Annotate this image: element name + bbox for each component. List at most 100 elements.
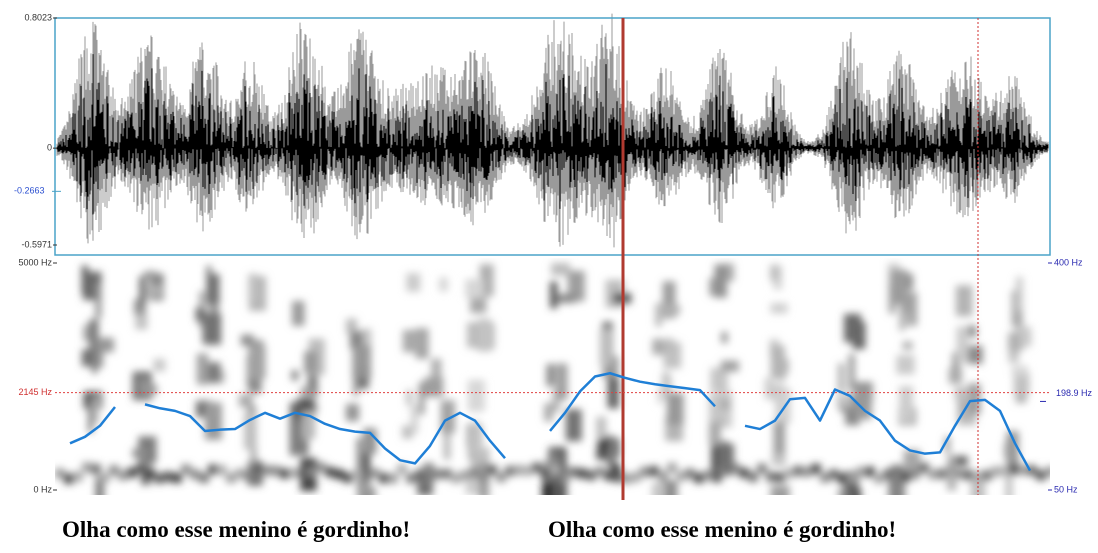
spectral-blob: [202, 314, 216, 345]
spectral-blob: [206, 274, 220, 304]
spectral-blob: [95, 283, 102, 318]
spectral-blob: [676, 471, 686, 482]
spectral-blob: [496, 472, 506, 483]
y-tick-label: 0: [47, 143, 52, 153]
spectral-blob: [919, 462, 929, 473]
spectral-blob: [956, 326, 969, 364]
spectral-blob: [343, 472, 353, 483]
spectral-blob: [334, 469, 344, 480]
spectral-blob: [721, 332, 728, 343]
y-tick-label: 0 Hz: [33, 484, 52, 494]
y-tick-label: -0.5971: [21, 239, 52, 249]
spectral-blob: [473, 420, 479, 452]
spectral-blob: [856, 466, 866, 477]
spectral-blob: [955, 285, 973, 317]
spectral-blob: [208, 291, 219, 329]
spectral-blob: [973, 471, 983, 482]
spectral-blob: [770, 485, 790, 495]
spectral-blob: [838, 473, 848, 484]
spectral-blob: [431, 358, 442, 390]
spectral-blob: [136, 463, 146, 474]
spectral-blob: [757, 463, 767, 474]
spectrogram-texture: [55, 263, 1050, 495]
spectral-blob: [469, 468, 479, 479]
spectral-blob: [694, 473, 704, 484]
spectral-blob: [244, 470, 254, 481]
spectral-blob: [721, 465, 731, 476]
spectral-blob: [361, 328, 372, 350]
spectral-blob: [967, 345, 983, 364]
spectral-blob: [207, 362, 221, 383]
spectral-blob: [144, 384, 158, 395]
spectral-blob: [146, 284, 162, 298]
spectral-blob: [944, 436, 951, 453]
spectral-blob: [254, 461, 263, 481]
spectral-blob: [362, 452, 371, 480]
spectral-blob: [770, 303, 788, 314]
spectral-blob: [478, 471, 488, 482]
spectral-blob: [838, 363, 845, 393]
spectral-blob: [451, 473, 461, 484]
spectral-blob: [280, 468, 290, 479]
spectral-blob: [132, 448, 148, 459]
spectral-blob: [710, 367, 728, 392]
spectral-blob: [567, 270, 585, 302]
spectral-blob: [442, 468, 452, 479]
spectral-blob: [145, 468, 155, 479]
spectral-blob: [238, 394, 253, 408]
spectral-blob: [770, 264, 780, 281]
spectral-blob: [820, 472, 830, 483]
spectral-blob: [546, 364, 555, 387]
spectral-blob: [551, 263, 571, 276]
spectral-blob: [664, 304, 681, 315]
spectral-blob: [523, 465, 533, 476]
spectral-blob: [711, 444, 720, 479]
spectral-blob: [262, 465, 272, 476]
spectral-blob: [443, 431, 451, 460]
spectral-blob: [349, 331, 363, 349]
spectral-blob: [95, 476, 104, 495]
spectral-blob: [843, 313, 862, 343]
spectral-blob: [640, 466, 650, 477]
spectral-blob: [655, 303, 663, 327]
spectral-blob: [388, 473, 398, 484]
y2-tick-label: 400 Hz: [1054, 257, 1083, 267]
spectral-blob: [139, 276, 146, 304]
spectral-blob: [302, 411, 315, 440]
spectral-blob: [81, 349, 92, 367]
spectral-blob: [1008, 331, 1021, 352]
spectral-blob: [559, 473, 569, 484]
spectral-blob: [144, 271, 157, 280]
spectral-blob: [955, 456, 968, 466]
spectral-blob: [361, 471, 371, 482]
spectral-blob: [93, 396, 99, 424]
spectral-blob: [1018, 465, 1028, 476]
spectral-blob: [352, 469, 362, 480]
spectral-blob: [901, 471, 911, 482]
spectral-blob: [467, 432, 475, 461]
spectral-blob: [422, 465, 434, 486]
spectral-blob: [346, 318, 357, 334]
spectral-blob: [226, 473, 236, 484]
spectral-blob: [665, 338, 674, 352]
spectral-blob: [487, 464, 497, 475]
spectral-blob: [967, 325, 977, 338]
spectral-blob: [766, 471, 776, 482]
spectral-blob: [253, 472, 263, 483]
spectral-blob: [354, 345, 371, 370]
spectral-blob: [611, 461, 617, 481]
spectral-blob: [595, 466, 605, 477]
spectral-blob: [667, 462, 677, 473]
caption: Olha como esse menino é gordinho!: [62, 517, 410, 542]
spectral-blob: [722, 263, 735, 282]
spectral-blob: [127, 467, 137, 478]
spectral-blob: [609, 437, 615, 474]
spectral-blob: [298, 468, 308, 479]
spectral-blob: [775, 472, 785, 483]
spectral-blob: [402, 425, 413, 439]
spectral-blob: [466, 322, 480, 348]
spectral-blob: [460, 470, 470, 481]
spectral-blob: [240, 334, 254, 346]
spectral-blob: [73, 471, 83, 482]
spectral-blob: [135, 314, 148, 330]
